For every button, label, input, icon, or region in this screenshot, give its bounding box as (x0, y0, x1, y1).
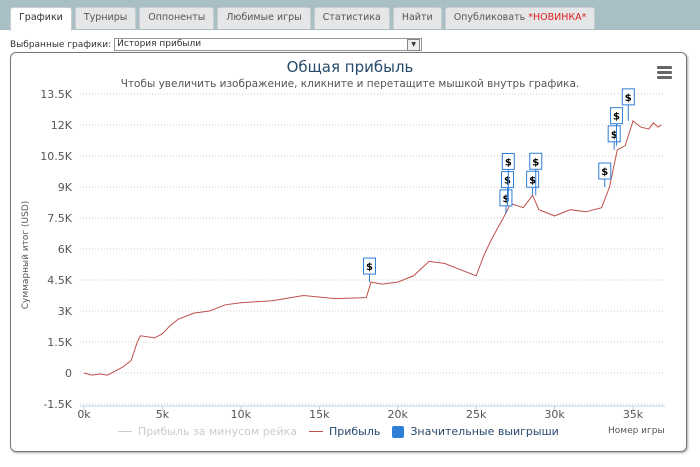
x-tick-label: 15k (309, 408, 330, 421)
legend-net-profit[interactable]: Прибыль за минусом рейка (138, 425, 297, 438)
big-win-flag-label: $ (505, 157, 512, 168)
x-tick-label: 25k (466, 408, 487, 421)
legend-profit[interactable]: Прибыль (328, 425, 381, 438)
x-tick-label: 10k (231, 408, 252, 421)
y-tick-label: 0 (65, 367, 72, 380)
big-win-flag (501, 171, 515, 189)
tab-tournaments[interactable]: Турниры (74, 7, 137, 29)
legend: Прибыль за минусом рейка Прибыль Значите… (118, 425, 559, 438)
new-badge: *НОВИНКА* (528, 12, 587, 23)
x-tick-label: 20k (388, 408, 409, 421)
big-win-flag-label: $ (611, 130, 618, 141)
big-win-flag (598, 162, 612, 180)
tab-statistics[interactable]: Статистика (313, 7, 390, 29)
tab-favorite-games[interactable]: Любимые игры (217, 7, 311, 29)
chart-select-value: История прибыли (117, 39, 202, 49)
y-tick-label: 9K (58, 181, 73, 194)
chart-selector-row: Выбранные графики: История прибыли ▼ (10, 38, 423, 51)
y-tick-label: 4.5K (47, 274, 72, 287)
y-tick-label: 6K (58, 243, 73, 256)
y-tick-label: 12K (51, 119, 73, 132)
big-win-flag-label: $ (502, 194, 509, 205)
big-win-flag (610, 107, 624, 125)
big-win-flag-label: $ (529, 175, 536, 186)
y-tick-label: 13.5K (40, 88, 72, 101)
legend-profit-swatch (308, 431, 323, 432)
tab-publish[interactable]: Опубликовать *НОВИНКА* (444, 7, 596, 29)
tab-opponents[interactable]: Оппоненты (139, 7, 215, 29)
x-tick-label: 0k (77, 408, 91, 421)
y-tick-label: 7.5K (47, 212, 72, 225)
menu-icon[interactable] (657, 66, 672, 81)
big-win-flag (529, 152, 543, 170)
chart-selector-label: Выбранные графики: (10, 39, 112, 50)
legend-big-wins[interactable]: Значительные выигрыши (410, 425, 559, 438)
x-tick-label: 30k (544, 408, 565, 421)
big-win-flag-label: $ (366, 262, 373, 273)
big-win-flag (607, 125, 621, 143)
big-win-flag-label: $ (613, 112, 620, 123)
x-tick-label: 35k (623, 408, 644, 421)
dropdown-arrow-icon[interactable]: ▼ (407, 39, 421, 51)
tab-charts[interactable]: Графики (10, 7, 72, 31)
y-tick-label: 3K (58, 305, 73, 318)
big-win-flag-label: $ (625, 93, 632, 104)
tab-find[interactable]: Найти (392, 7, 442, 29)
big-win-flag-label: $ (504, 176, 511, 187)
tab-bar: Графики Турниры Оппоненты Любимые игры С… (10, 7, 596, 31)
y-tick-label: 1.5K (47, 336, 72, 349)
chart-panel (10, 52, 687, 452)
big-win-flag (499, 189, 513, 207)
x-tick-label: 5k (156, 408, 170, 421)
big-win-flag (621, 88, 635, 106)
legend-net-swatch (118, 431, 132, 432)
chart-select[interactable]: История прибыли ▼ (114, 38, 423, 51)
chart-subtitle: Чтобы увеличить изображение, кликните и … (120, 78, 580, 90)
chart-title: Общая прибыль (286, 58, 414, 76)
y-tick-label: -1.5K (43, 398, 72, 411)
x-axis-title: Номер игры (608, 426, 665, 436)
tab-publish-label: Опубликовать (453, 12, 526, 23)
big-win-flag-label: $ (601, 167, 608, 178)
big-win-flag-label: $ (532, 157, 539, 168)
big-win-flag (501, 152, 515, 170)
profit-line (83, 120, 662, 376)
big-win-flag (362, 257, 376, 275)
legend-big-wins-swatch (392, 425, 405, 438)
y-tick-label: 10.5K (40, 150, 72, 163)
